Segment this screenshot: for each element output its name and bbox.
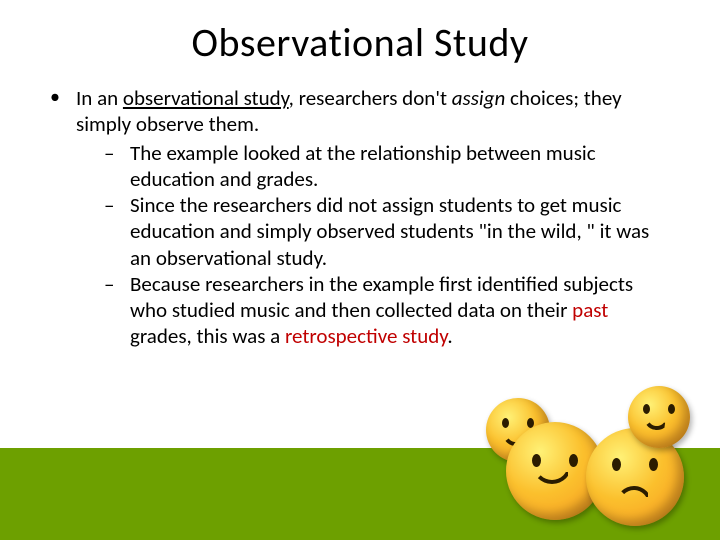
text: In an xyxy=(76,85,123,111)
underlined-term: observational study xyxy=(123,85,289,111)
text: grades, this was a xyxy=(130,323,285,349)
main-bullet: In an observational study, researchers d… xyxy=(48,85,672,350)
text: , researchers don't xyxy=(289,85,452,111)
slide-title: Observational Study xyxy=(0,0,720,67)
sub-bullet-3: Because researchers in the example first… xyxy=(76,271,672,350)
text: . xyxy=(447,323,452,349)
slide-body: In an observational study, researchers d… xyxy=(0,67,720,350)
smiley-decoration xyxy=(478,370,698,530)
sub-bullet-2: Since the researchers did not assign stu… xyxy=(76,192,672,271)
highlight-retrospective: retrospective study xyxy=(285,323,447,349)
text: Because researchers in the example first… xyxy=(130,271,633,323)
highlight-past: past xyxy=(572,297,608,323)
italic-term: assign xyxy=(452,85,506,111)
sub-bullet-1: The example looked at the relationship b… xyxy=(76,140,672,193)
